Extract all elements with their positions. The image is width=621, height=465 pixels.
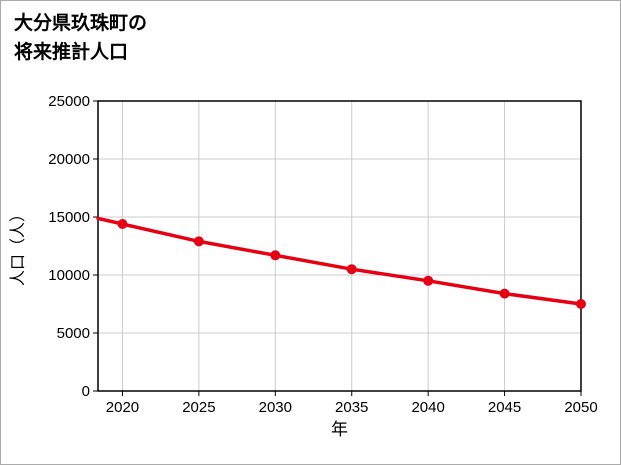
data-point [346,264,357,275]
y-tick-label: 20000 [48,151,90,168]
axis-ticks [93,100,582,396]
y-tick-label: 10000 [48,267,90,284]
chart-title-line1: 大分県玖珠町の [14,13,148,34]
x-tick-label: 2030 [259,399,292,416]
y-tick-label: 25000 [48,93,90,110]
y-tick-label: 15000 [48,209,90,226]
gridlines [98,100,582,392]
x-tick-label: 2045 [488,399,521,416]
data-point [193,236,204,247]
chart-title: 大分県玖珠町の 将来推計人口 [14,9,147,67]
data-point [576,299,586,309]
x-tick-label: 2035 [335,399,368,416]
data-point [423,275,434,286]
data-points [117,219,586,309]
plot-border [97,100,582,392]
y-tick-label: 5000 [57,325,90,342]
data-point [499,288,510,299]
x-tick-label: 2025 [182,399,215,416]
population-series-line [96,216,583,306]
y-axis-label: 人口（人） [9,206,27,286]
data-point [117,219,128,229]
x-tick-label: 2020 [106,399,139,416]
x-tick-label: 2040 [411,399,444,416]
chart-title-line2: 将来推計人口 [14,42,129,63]
y-tick-label: 0 [82,383,90,400]
axis-tick-labels: 2020 2025 2030 2035 2040 2045 2050 0 5000 10000 15… [48,93,597,416]
data-point [270,250,281,261]
x-axis-label: 年 [331,420,348,439]
x-tick-label: 2050 [564,399,597,416]
